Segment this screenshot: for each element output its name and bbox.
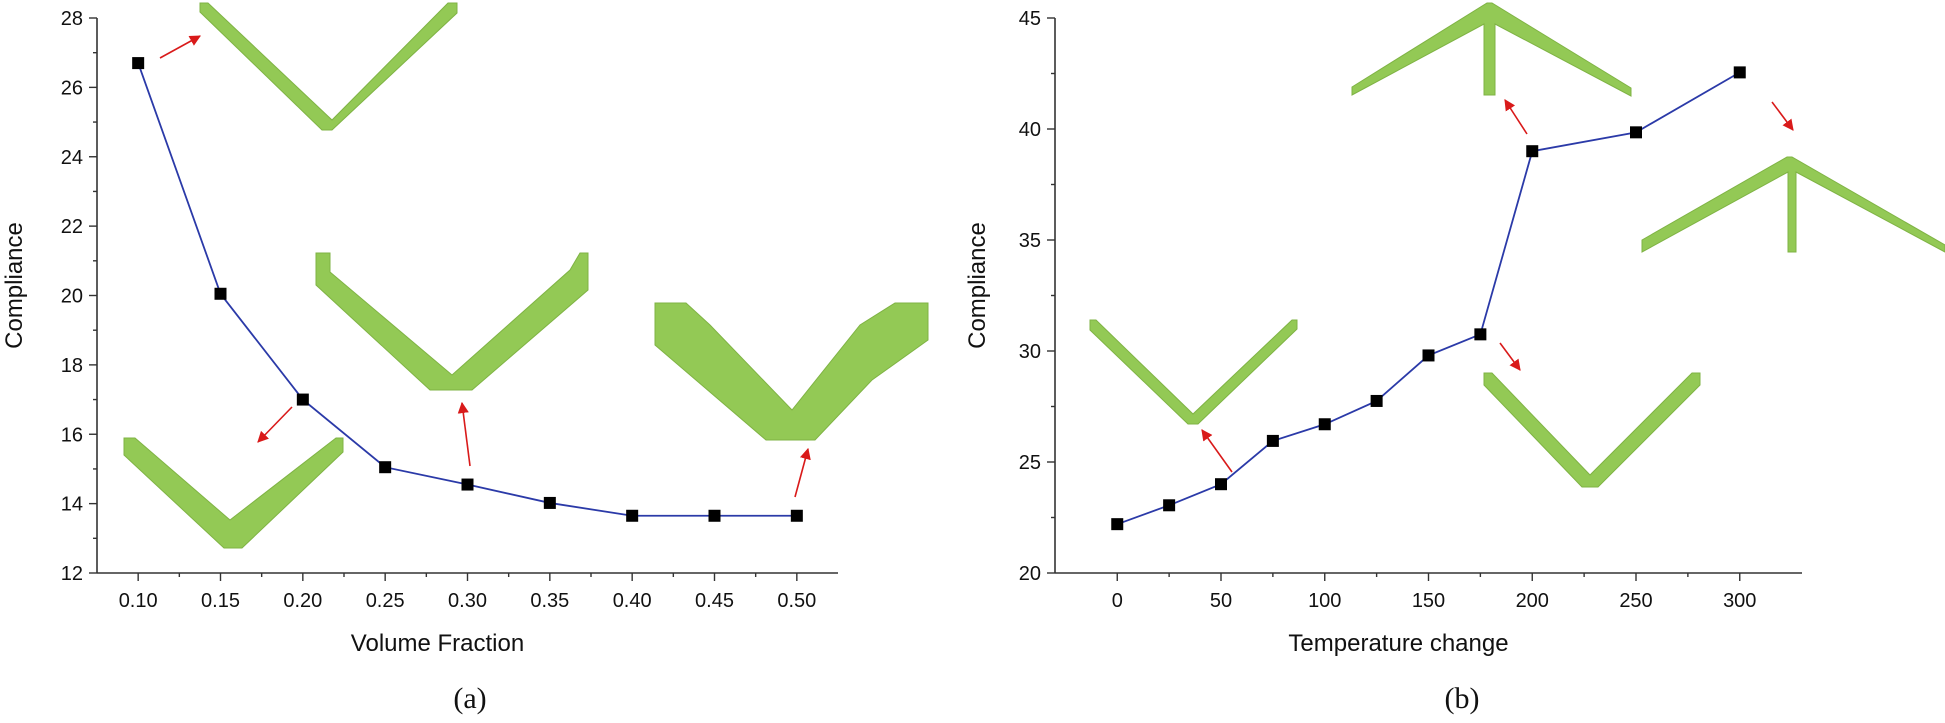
- y-tick-label: 40: [1019, 119, 1041, 141]
- y-tick-label: 24: [61, 147, 83, 169]
- data-point: [461, 478, 474, 491]
- data-point: [1630, 126, 1642, 139]
- x-tick-label: 0: [1112, 590, 1123, 612]
- chart-panel-b: 20 25 30 35 40 45 0 50 100 150 200 250 300 Temperatur…: [964, 8, 1802, 715]
- inset-b-t040: [1089, 319, 1298, 425]
- x-tick-label: 0.30: [448, 590, 487, 612]
- x-tick-label: 0.45: [695, 590, 734, 612]
- inset-b-t300: [1641, 156, 1945, 253]
- x-tick-label: 0.10: [119, 590, 158, 612]
- x-tick-label: 100: [1308, 590, 1341, 612]
- y-tick-label: 14: [61, 494, 83, 516]
- x-tick-label: 0.25: [366, 590, 405, 612]
- y-axis-title: Compliance: [1, 222, 28, 349]
- data-point: [1215, 478, 1227, 491]
- x-tick-label: 300: [1723, 590, 1756, 612]
- data-point: [790, 509, 803, 522]
- y-tick-label: 28: [61, 8, 83, 30]
- x-tick-label: 250: [1619, 590, 1652, 612]
- inset-a-vf030: [315, 252, 589, 391]
- data-point: [379, 461, 392, 474]
- data-point: [1474, 328, 1487, 341]
- data-point: [1733, 66, 1746, 79]
- y-tick-label: 25: [1019, 452, 1041, 474]
- data-point: [1318, 418, 1331, 431]
- data-point: [132, 57, 145, 70]
- x-tick-label: 0.15: [201, 590, 240, 612]
- data-point: [543, 496, 556, 509]
- x-tick-label: 50: [1210, 590, 1232, 612]
- panel-label: (b): [1445, 682, 1480, 715]
- data-point: [1111, 518, 1124, 531]
- y-tick-label: 30: [1019, 341, 1041, 363]
- inset-b-t200: [1351, 2, 1632, 97]
- pointer-arrows: [159, 35, 1794, 498]
- data-point: [1370, 394, 1383, 407]
- data-point: [214, 287, 227, 300]
- y-tick-label: 16: [61, 424, 83, 446]
- data-point: [1422, 349, 1435, 362]
- y-tick-label: 12: [61, 563, 83, 585]
- y-tick-label: 26: [61, 77, 83, 99]
- y-axis-title: Compliance: [964, 222, 991, 349]
- data-point: [1266, 434, 1279, 447]
- x-tick-label: 0.35: [530, 590, 569, 612]
- arrow-a-vf020: [257, 406, 293, 443]
- data-point: [626, 509, 639, 522]
- data-point: [296, 393, 309, 406]
- y-tick-label: 18: [61, 355, 83, 377]
- x-axis-title: Temperature change: [1288, 630, 1508, 657]
- y-tick-label: 22: [61, 216, 83, 238]
- arrow-b-t300: [1771, 101, 1794, 131]
- data-point: [1163, 499, 1176, 512]
- inset-a-vf010: [199, 2, 458, 131]
- arrow-a-vf050: [794, 447, 811, 498]
- data-point: [1526, 145, 1539, 158]
- structure-insets: [123, 2, 1945, 549]
- x-tick-label: 150: [1412, 590, 1445, 612]
- panel-label: (a): [453, 682, 486, 715]
- y-tick-label: 45: [1019, 8, 1041, 30]
- chart-panel-a: 12 14 16 18 20 22 24 26 28 0.10 0.15 0.20 0.25 0.30 0.…: [1, 8, 838, 715]
- series-line: [1116, 71, 1741, 526]
- x-axis-title: Volume Fraction: [351, 630, 524, 657]
- x-tick-label: 0.50: [777, 590, 816, 612]
- y-tick-label: 20: [61, 286, 83, 308]
- inset-a-vf050: [654, 302, 929, 441]
- x-tick-label: 200: [1516, 590, 1549, 612]
- x-tick-label: 0.20: [283, 590, 322, 612]
- arrow-a-vf030: [457, 401, 471, 467]
- x-tick-label: 0.40: [613, 590, 652, 612]
- arrow-a-vf010: [159, 35, 201, 59]
- arrow-b-t175: [1499, 342, 1521, 371]
- y-tick-label: 20: [1019, 563, 1041, 585]
- inset-a-vf020: [123, 437, 344, 549]
- arrow-b-t200: [1504, 99, 1528, 135]
- y-tick-label: 35: [1019, 230, 1041, 252]
- inset-b-t175: [1483, 372, 1701, 488]
- data-point: [708, 509, 721, 522]
- arrow-b-t040: [1201, 429, 1233, 473]
